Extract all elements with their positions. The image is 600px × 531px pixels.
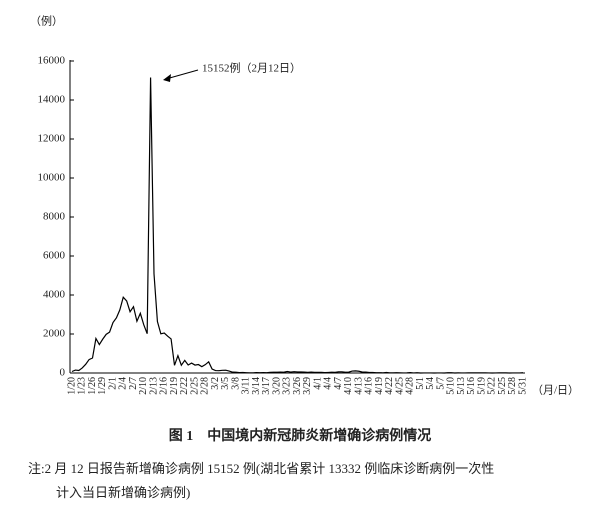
x-tick-label: 3/20 <box>271 377 282 395</box>
x-tick-label: 2/16 <box>159 377 170 395</box>
x-tick-label: 5/4 <box>425 377 436 390</box>
x-tick-label: 2/4 <box>118 377 129 390</box>
data-line <box>71 77 524 374</box>
x-tick-label: 3/2 <box>210 377 221 390</box>
x-tick-label: 1/23 <box>77 377 88 395</box>
x-tick-label: 3/17 <box>261 377 272 395</box>
x-tick-label: 4/19 <box>374 377 385 395</box>
y-tick-label: 10000 <box>38 172 66 184</box>
x-unit: （月/日） <box>532 384 579 397</box>
y-unit: （例） <box>30 14 63 28</box>
y-tick-label: 14000 <box>38 94 66 106</box>
x-tick-label: 5/16 <box>466 377 477 395</box>
x-tick-label: 2/7 <box>128 377 139 390</box>
x-tick-label: 4/7 <box>333 377 344 390</box>
x-tick-label: 4/22 <box>384 377 395 395</box>
note-line: 注:2 月 12 日报告新增确诊病例 15152 例(湖北省累计 13332 例… <box>28 461 494 476</box>
x-tick-label: 5/31 <box>517 377 528 395</box>
x-tick-label: 2/13 <box>148 377 159 395</box>
x-tick-label: 4/10 <box>343 377 354 395</box>
x-tick-label: 5/25 <box>497 377 508 395</box>
x-tick-label: 3/26 <box>292 377 303 395</box>
x-tick-label: 4/13 <box>353 377 364 395</box>
y-tick-label: 12000 <box>38 133 66 145</box>
x-tick-label: 1/20 <box>66 377 77 395</box>
x-tick-label: 3/8 <box>230 377 241 390</box>
x-tick-label: 5/19 <box>476 377 487 395</box>
x-tick-label: 5/10 <box>446 377 457 395</box>
x-tick-label: 2/10 <box>138 377 149 395</box>
y-tick-label: 2000 <box>43 328 66 340</box>
x-tick-label: 5/13 <box>456 377 467 395</box>
annotation-arrow <box>165 69 199 80</box>
x-tick-label: 5/28 <box>507 377 518 395</box>
y-tick-label: 6000 <box>43 250 66 262</box>
x-tick-label: 2/1 <box>107 377 118 390</box>
x-tick-label: 3/14 <box>251 377 262 395</box>
x-tick-label: 2/25 <box>189 377 200 395</box>
x-tick-label: 1/26 <box>87 377 98 395</box>
y-tick-label: 16000 <box>38 55 66 67</box>
y-tick-label: 4000 <box>43 289 66 301</box>
x-tick-label: 4/25 <box>394 377 405 395</box>
x-tick-label: 4/16 <box>364 377 375 395</box>
annotation-arrowhead <box>163 74 171 82</box>
x-tick-label: 5/22 <box>487 377 498 395</box>
x-tick-label: 2/19 <box>169 377 180 395</box>
x-tick-label: 3/29 <box>302 377 313 395</box>
x-tick-label: 3/23 <box>282 377 293 395</box>
x-tick-label: 4/4 <box>323 377 334 390</box>
y-tick-label: 8000 <box>43 211 66 223</box>
x-tick-label: 2/28 <box>200 377 211 395</box>
x-tick-label: 4/1 <box>312 377 323 390</box>
y-tick-label: 0 <box>60 367 66 379</box>
x-tick-label: 3/5 <box>220 377 231 390</box>
x-tick-label: 5/1 <box>415 377 426 390</box>
x-tick-label: 1/29 <box>97 377 108 395</box>
x-tick-label: 5/7 <box>435 377 446 390</box>
x-tick-label: 2/22 <box>179 377 190 395</box>
annotation: 15152例（2月12日） <box>202 61 301 75</box>
x-tick-label: 3/11 <box>241 377 252 394</box>
x-tick-label: 4/28 <box>405 377 416 395</box>
note-line: 计入当日新增确诊病例) <box>56 485 190 500</box>
caption: 图 1 中国境内新冠肺炎新增确诊病例情况 <box>169 427 432 444</box>
